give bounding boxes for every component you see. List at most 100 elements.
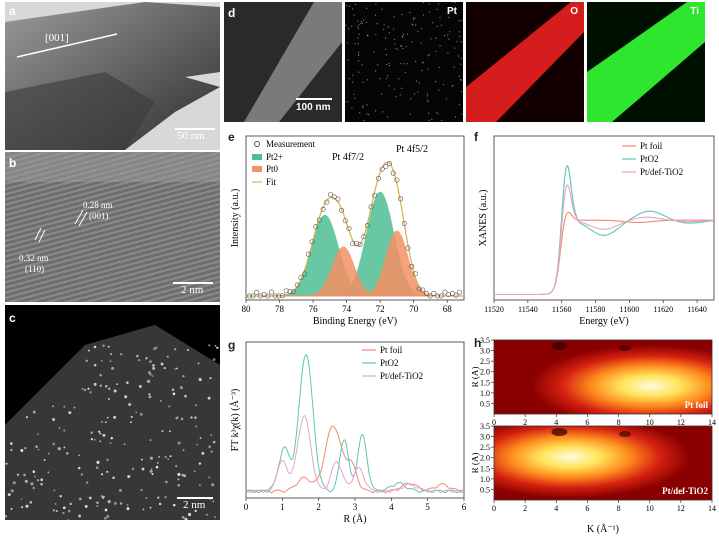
- pt-atom: [149, 373, 152, 376]
- pt-signal: [382, 111, 384, 113]
- pt-atom: [110, 436, 114, 440]
- pt-atom: [5, 514, 8, 518]
- pt-signal: [422, 61, 424, 63]
- pt-atom: [119, 502, 123, 505]
- pt-atom: [57, 447, 61, 451]
- x-axis-label: Binding Energy (eV): [313, 316, 397, 327]
- pt-atom: [84, 505, 88, 508]
- pt-atom: [169, 455, 172, 458]
- pt-atom: [21, 506, 24, 509]
- x-tick-label: 12: [677, 418, 685, 427]
- pt-signal: [374, 14, 377, 16]
- measurement-point: [416, 286, 422, 292]
- heatmap-frame-1: [493, 425, 713, 501]
- pt-atom: [186, 348, 190, 352]
- pt-atom: [88, 496, 92, 500]
- pt-signal: [439, 17, 441, 19]
- pt-atom: [104, 508, 108, 512]
- pt-signal: [426, 99, 428, 101]
- pt-atom: [77, 466, 81, 470]
- pt-signal: [388, 32, 390, 34]
- pt-signal: [428, 119, 430, 121]
- pt-atom: [153, 347, 157, 351]
- y-tick-label: 3.0: [480, 433, 490, 442]
- pt-signal: [420, 42, 422, 44]
- pt-atom: [78, 514, 82, 518]
- legend-label-1: PtO2: [380, 358, 399, 368]
- scale-bar-b: [173, 282, 213, 284]
- pt-atom: [175, 417, 178, 420]
- panel-label-d: d: [228, 6, 236, 20]
- pt-atom: [173, 503, 176, 507]
- pt-signal: [398, 78, 400, 80]
- pt-atom: [140, 489, 143, 492]
- panel-label-g: g: [228, 338, 236, 352]
- pt-signal: [459, 35, 461, 37]
- pt-atom: [174, 348, 177, 351]
- pt-signal: [448, 38, 450, 40]
- pt-atom: [111, 366, 115, 370]
- pt-signal: [459, 78, 462, 80]
- measurement-point: [280, 293, 286, 299]
- scale-label-a: 50 nm: [177, 130, 205, 142]
- panel-label-c: c: [9, 311, 16, 325]
- pt-signal: [392, 28, 395, 30]
- pt-atom: [208, 445, 212, 449]
- pt-atom: [208, 476, 211, 479]
- pt-atom: [158, 455, 161, 458]
- x-tick-label: 74: [342, 304, 352, 314]
- pt-atom: [100, 495, 103, 498]
- pt-signal: [457, 55, 460, 57]
- x-tick-label: 0: [492, 504, 496, 513]
- pt-atom: [210, 434, 213, 436]
- legend-label-1: PtO2: [640, 154, 659, 164]
- pt-signal: [384, 48, 387, 50]
- pt-atom: [52, 509, 55, 512]
- pt-signal: [357, 37, 359, 39]
- pt-atom: [25, 416, 28, 419]
- pt-signal: [366, 113, 368, 115]
- pt-signal: [405, 46, 408, 48]
- pt-signal: [435, 37, 437, 39]
- pt-signal: [377, 64, 379, 66]
- measurement-point: [409, 263, 415, 269]
- x-tick-label: 6: [585, 418, 589, 427]
- pt-atom: [149, 469, 153, 473]
- panel-c-haadf: c 2 nm: [5, 305, 220, 520]
- ti-map: Ti: [587, 2, 705, 122]
- pt-atom: [98, 430, 101, 433]
- pt-atom: [130, 421, 132, 424]
- pt-atom: [123, 443, 126, 446]
- pt-atom: [130, 415, 133, 418]
- pt-signal: [362, 22, 364, 24]
- pt-signal: [427, 100, 429, 103]
- pt-signal: [415, 80, 418, 82]
- scale-bar-d: [296, 98, 332, 100]
- pt-signal: [388, 65, 391, 67]
- pt-atom: [43, 459, 46, 462]
- pt-atom: [37, 448, 40, 451]
- heatmap-1: [494, 426, 712, 500]
- measurement-point: [387, 161, 393, 167]
- pt-signal: [438, 66, 440, 69]
- pt-atom: [58, 427, 61, 429]
- pt-atom: [110, 353, 113, 356]
- pt-signal: [362, 81, 364, 83]
- pt-signal: [415, 24, 417, 26]
- pt-map: Pt: [344, 1, 463, 122]
- x-tick-label: 78: [275, 304, 285, 314]
- pt-signal: [363, 119, 365, 122]
- pt-atom: [81, 387, 84, 390]
- pt-signal: [412, 24, 414, 26]
- scale-bar-c: [177, 497, 213, 499]
- pt-atom: [177, 472, 181, 476]
- pt-signal: [414, 17, 416, 19]
- pt-atom: [47, 452, 50, 455]
- pt-atom: [68, 411, 72, 415]
- pt-atom: [135, 411, 138, 414]
- pt-atom: [214, 345, 217, 347]
- xanes-line-2: [494, 184, 714, 296]
- x-tick-label: 11620: [653, 305, 673, 314]
- plot-frame: [245, 341, 465, 499]
- pt-atom: [194, 404, 197, 407]
